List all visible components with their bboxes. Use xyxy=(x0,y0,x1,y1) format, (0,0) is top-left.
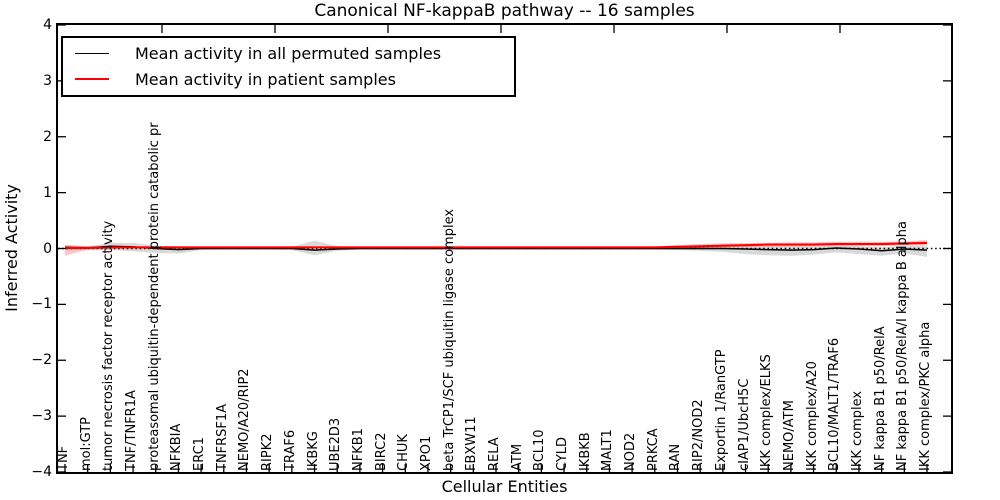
x-tick-label: NEMO/A20/RIP2 xyxy=(237,368,253,471)
x-tick-label: TNF xyxy=(56,445,71,471)
x-tick-label: ATM xyxy=(509,443,525,471)
y-tick-label: −2 xyxy=(31,352,52,369)
x-tick-label: MALT1 xyxy=(600,429,616,471)
x-tick-label: Exportin 1/RanGTP xyxy=(713,349,729,471)
x-tick-label: proteasomal ubiquitin-dependent protein … xyxy=(146,122,162,471)
x-tick-label: IKK complex/PKC alpha xyxy=(917,321,933,471)
permuted-mean-line xyxy=(64,245,928,252)
x-tick-label: tumor necrosis factor receptor activity xyxy=(101,220,117,471)
x-tick-label: ERC1 xyxy=(192,437,208,471)
x-tick-label: PRKCA xyxy=(645,428,661,471)
chart-title: Canonical NF-kappaB pathway -- 16 sample… xyxy=(314,1,695,21)
y-tick-label: −4 xyxy=(31,464,52,480)
plot-area xyxy=(56,23,953,474)
y-tick-label: 1 xyxy=(43,184,52,201)
x-tick-label: NOD2 xyxy=(623,432,639,471)
y-tick-label: −1 xyxy=(31,296,52,313)
x-tick-label: BIRC2 xyxy=(373,432,389,472)
x-tick-label: IKK complex/A20 xyxy=(804,361,820,471)
x-tick-label: XPO1 xyxy=(418,435,434,471)
x-tick-label: RELA xyxy=(486,437,502,471)
x-tick-label: UBE2D3 xyxy=(328,417,344,471)
x-tick-label: IKBKG xyxy=(305,431,321,471)
plot-canvas xyxy=(58,25,951,472)
y-tick-label: 0 xyxy=(43,240,52,257)
x-tick-label: RIPK2 xyxy=(260,433,276,471)
legend-label: Mean activity in all permuted samples xyxy=(135,44,442,64)
x-tick-label: mol:GTP xyxy=(78,417,94,471)
x-tick-label: TNFRSF1A xyxy=(214,403,230,471)
y-tick-label: 2 xyxy=(43,128,52,145)
x-tick-label: CYLD xyxy=(555,436,571,471)
patient-line-sample-icon xyxy=(75,78,109,81)
patient-mean-line xyxy=(65,241,928,249)
x-tick-label: NFKB1 xyxy=(350,428,366,471)
x-tick-label: IKK complex xyxy=(849,390,865,471)
x-tick-label: IKK complex/ELKS xyxy=(759,354,775,471)
y-tick-label: 4 xyxy=(43,17,52,33)
x-tick-label: NFKBIA xyxy=(169,423,185,471)
x-tick-label: BCL10/MALT1/TRAF6 xyxy=(827,337,843,471)
x-tick-label: beta TrCP1/SCF ubiquitin ligase complex xyxy=(441,208,457,471)
x-tick-label: TNF/TNFR1A xyxy=(124,390,140,471)
x-tick-label: cIAP1/UbcH5C xyxy=(736,378,752,471)
x-tick-label: RIP2/NOD2 xyxy=(691,399,707,471)
x-tick-label: IKBKB xyxy=(577,432,593,471)
legend: Mean activity in all permuted samples Me… xyxy=(61,36,516,97)
x-tick-label: TRAF6 xyxy=(282,429,298,471)
x-tick-label: BCL10 xyxy=(532,429,548,471)
x-tick-label: NF kappa B1 p50/RelA/I kappa B alpha xyxy=(895,221,911,471)
x-tick-label: NEMO/ATM xyxy=(781,400,797,471)
x-tick-label: FBXW11 xyxy=(464,416,480,471)
legend-entry-patient: Mean activity in patient samples xyxy=(63,70,514,89)
x-tick-label: NF kappa B1 p50/RelA xyxy=(872,326,888,471)
permuted-line-sample-icon xyxy=(75,53,109,55)
y-tick-label: −3 xyxy=(31,408,52,425)
legend-entry-permuted: Mean activity in all permuted samples xyxy=(63,44,514,63)
y-tick-label: 3 xyxy=(43,72,52,89)
x-tick-label: CHUK xyxy=(396,434,412,471)
x-axis-title: Cellular Entities xyxy=(441,477,568,496)
legend-label: Mean activity in patient samples xyxy=(135,69,396,89)
x-tick-label: RAN xyxy=(668,443,684,471)
